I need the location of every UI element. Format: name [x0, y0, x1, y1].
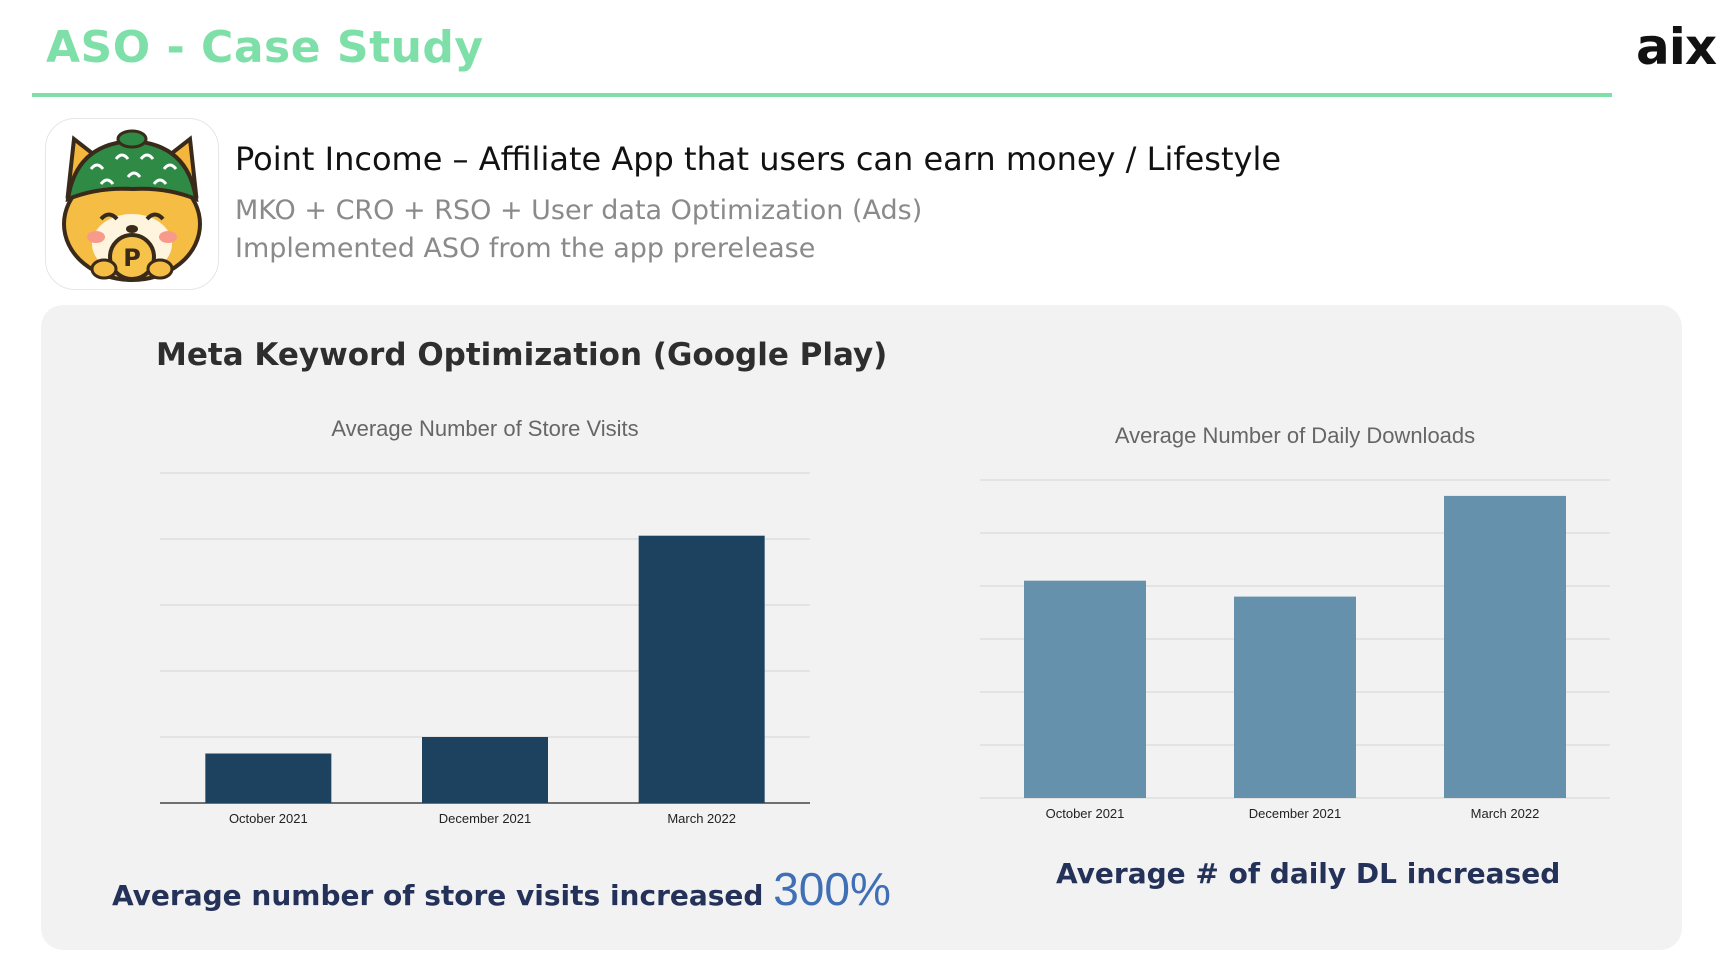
store-visits-chart: Average Number of Store Visits October 20…	[160, 416, 810, 826]
page-title: ASO - Case Study	[46, 22, 484, 73]
app-implementation-note: Implemented ASO from the app prerelease	[235, 233, 816, 264]
chart-1-tick-label-1: December 2021	[1249, 806, 1342, 821]
results-panel	[41, 305, 1682, 950]
brand-logo: aix	[1636, 18, 1717, 76]
chart-0-bar-0	[205, 753, 332, 803]
chart-0-bar-2	[638, 535, 765, 803]
chart-0-tick-label-1: December 2021	[439, 811, 532, 826]
store-visits-increase-value: 300%	[773, 863, 891, 915]
chart-0-title: Average Number of Store Visits	[331, 416, 638, 441]
store-visits-caption-text: Average number of store visits increased	[112, 879, 764, 912]
chart-1-tick-label-0: October 2021	[1046, 806, 1125, 821]
chart-0-tick-label-0: October 2021	[229, 811, 308, 826]
chart-0-tick-label-2: March 2022	[667, 811, 736, 826]
chart-1-tick-label-2: March 2022	[1471, 806, 1540, 821]
daily-downloads-chart: Average Number of Daily Downloads October…	[980, 423, 1610, 821]
title-underline	[32, 93, 1612, 97]
section-title: Meta Keyword Optimization (Google Play)	[156, 337, 888, 373]
app-services: MKO + CRO + RSO + User data Optimization…	[235, 195, 923, 226]
chart-1-bar-1	[1234, 596, 1356, 798]
store-visits-caption: Average number of store visits increased…	[112, 862, 891, 916]
chart-1-title: Average Number of Daily Downloads	[1115, 423, 1475, 448]
daily-downloads-caption: Average # of daily DL increased	[1056, 857, 1561, 890]
chart-0-bar-1	[422, 737, 548, 803]
shiba-dog-coin-icon: P	[45, 118, 219, 290]
app-name: Point Income – Affiliate App that users …	[235, 140, 1282, 178]
chart-1-bar-2	[1444, 495, 1566, 798]
svg-text:P: P	[123, 244, 141, 272]
chart-1-bar-0	[1024, 580, 1146, 798]
